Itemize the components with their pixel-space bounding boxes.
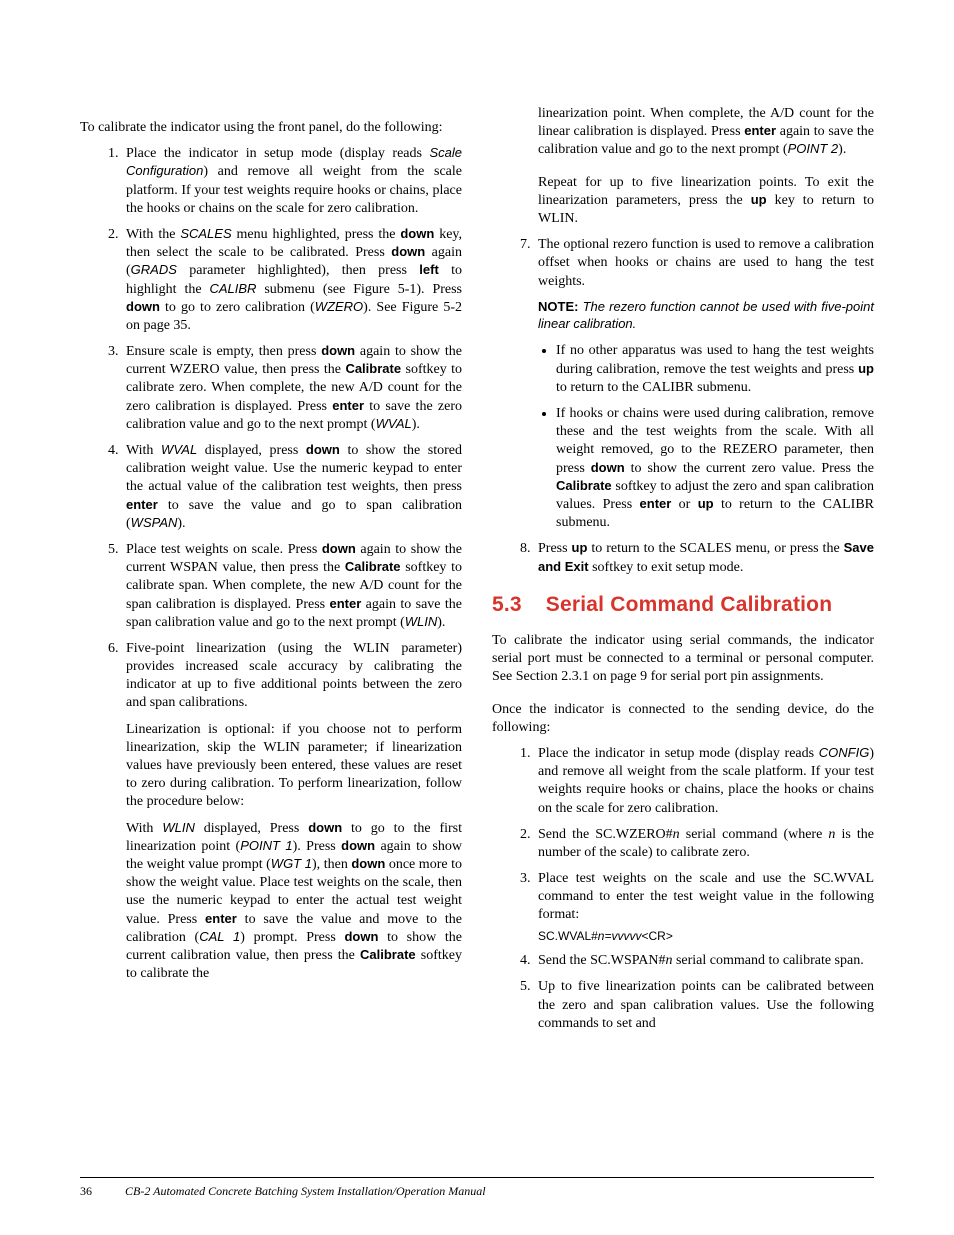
doc-title: CB-2 Automated Concrete Batching System … [125, 1184, 486, 1198]
front-panel-steps-cont2: Press up to return to the SCALES menu, o… [512, 540, 874, 576]
page-number: 36 [80, 1184, 92, 1198]
step-6-continuation-2: Repeat for up to five linearization poin… [538, 174, 874, 229]
section-title: Serial Command Calibration [546, 591, 832, 618]
step-6-para-3: With WLIN displayed, Press down to go to… [126, 820, 462, 984]
note-label: NOTE: [538, 299, 578, 314]
step-6-para-2: Linearization is optional: if you choose… [126, 721, 462, 812]
rezero-bullets: If no other apparatus was used to hang t… [538, 342, 874, 532]
code-line: SC.WVAL#n=vvvvv<CR> [538, 929, 874, 945]
right-column: linearization point. When complete, the … [492, 105, 874, 1041]
section-number: 5.3 [492, 591, 522, 618]
note-text: The rezero function cannot be used with … [538, 299, 874, 331]
left-column: To calibrate the indicator using the fro… [80, 105, 462, 1041]
intro-paragraph: To calibrate the indicator using the fro… [80, 119, 462, 137]
serial-intro-2: Once the indicator is connected to the s… [492, 701, 874, 737]
step-5: Place test weights on scale. Press down … [122, 541, 462, 632]
note-block: NOTE: The rezero function cannot be used… [538, 299, 874, 333]
serial-step-4: Send the SC.WSPAN#n serial command to ca… [534, 952, 874, 970]
step-6-continuation-1: linearization point. When complete, the … [538, 105, 874, 160]
front-panel-steps: Place the indicator in setup mode (displ… [100, 145, 462, 983]
bullet-2: If hooks or chains were used during cali… [556, 405, 874, 532]
serial-step-1: Place the indicator in setup mode (displ… [534, 745, 874, 818]
two-column-layout: To calibrate the indicator using the fro… [80, 105, 874, 1041]
front-panel-steps-cont: The optional rezero function is used to … [512, 236, 874, 291]
bullet-1: If no other apparatus was used to hang t… [556, 342, 874, 397]
step-8: Press up to return to the SCALES menu, o… [534, 540, 874, 576]
step-6: Five-point linearization (using the WLIN… [122, 640, 462, 983]
serial-step-2: Send the SC.WZERO#n serial command (wher… [534, 826, 874, 862]
page: To calibrate the indicator using the fro… [0, 0, 954, 1235]
step-7: The optional rezero function is used to … [534, 236, 874, 291]
page-footer: 36 CB-2 Automated Concrete Batching Syst… [80, 1177, 874, 1199]
serial-steps: Place the indicator in setup mode (displ… [512, 745, 874, 1033]
section-heading: 5.3 Serial Command Calibration [492, 591, 874, 618]
step-4: With WVAL displayed, press down to show … [122, 442, 462, 533]
step-1: Place the indicator in setup mode (displ… [122, 145, 462, 218]
serial-intro-1: To calibrate the indicator using serial … [492, 632, 874, 687]
step-2: With the SCALES menu highlighted, press … [122, 226, 462, 335]
serial-step-3: Place test weights on the scale and use … [534, 870, 874, 944]
step-3: Ensure scale is empty, then press down a… [122, 343, 462, 434]
serial-step-5: Up to five linearization points can be c… [534, 978, 874, 1033]
